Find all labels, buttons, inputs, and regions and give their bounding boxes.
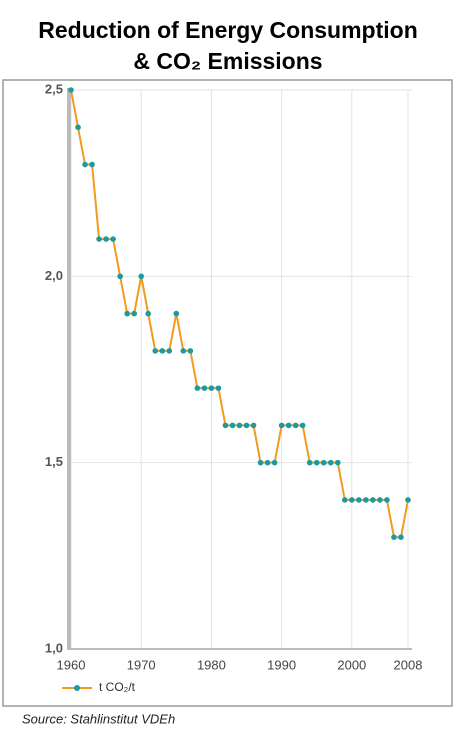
data-point bbox=[166, 348, 173, 354]
data-point bbox=[370, 497, 376, 503]
data-point bbox=[201, 385, 208, 391]
data-line bbox=[70, 89, 409, 539]
x-tick-label: 2000 bbox=[337, 657, 366, 672]
data-point bbox=[131, 310, 137, 317]
chart-title: & CO₂ Emissions bbox=[133, 48, 322, 74]
data-point bbox=[349, 497, 355, 503]
data-point bbox=[208, 385, 215, 391]
data-point bbox=[68, 87, 74, 93]
y-tick-label: 1,0 bbox=[45, 640, 63, 655]
data-point bbox=[285, 422, 292, 429]
data-point bbox=[264, 459, 271, 466]
legend-label: t CO₂/t bbox=[99, 680, 136, 694]
data-point bbox=[243, 422, 250, 429]
data-point bbox=[377, 497, 383, 503]
data-point bbox=[159, 348, 166, 354]
x-tick-label: 1990 bbox=[267, 657, 296, 672]
data-point bbox=[271, 459, 278, 466]
data-point bbox=[334, 459, 341, 466]
source-note: Source: Stahlinstitut VDEh bbox=[22, 711, 175, 726]
data-point bbox=[405, 497, 411, 503]
data-point bbox=[75, 124, 81, 131]
data-point bbox=[342, 497, 348, 503]
data-point bbox=[82, 161, 88, 168]
data-point bbox=[96, 236, 102, 242]
data-point bbox=[180, 348, 187, 354]
chart-frame bbox=[2, 79, 453, 707]
data-point bbox=[313, 459, 320, 466]
data-point bbox=[124, 310, 130, 317]
data-point bbox=[306, 459, 313, 466]
data-point bbox=[384, 497, 390, 503]
data-point bbox=[110, 236, 116, 242]
data-point bbox=[152, 348, 159, 354]
data-point bbox=[320, 459, 327, 466]
data-point bbox=[327, 459, 334, 466]
data-point bbox=[398, 534, 404, 540]
data-point bbox=[250, 422, 257, 429]
y-tick-label: 2,5 bbox=[45, 81, 63, 96]
x-tick-label: 1970 bbox=[127, 657, 156, 672]
data-point bbox=[229, 422, 236, 429]
data-point bbox=[299, 422, 306, 429]
data-point bbox=[356, 497, 362, 503]
data-point bbox=[363, 497, 369, 503]
data-point bbox=[236, 422, 243, 429]
legend-marker bbox=[74, 685, 80, 691]
data-point bbox=[194, 385, 201, 391]
data-point bbox=[138, 273, 145, 280]
data-point bbox=[145, 310, 152, 317]
data-point bbox=[89, 161, 95, 168]
chart-title: Reduction of Energy Consumption bbox=[38, 17, 418, 43]
x-tick-label: 1960 bbox=[57, 657, 86, 672]
data-point bbox=[103, 236, 109, 242]
y-tick-label: 2,0 bbox=[45, 268, 63, 283]
data-point bbox=[222, 422, 229, 429]
data-point bbox=[257, 459, 264, 466]
data-point bbox=[292, 422, 299, 429]
data-point bbox=[173, 310, 180, 317]
data-point bbox=[215, 385, 222, 391]
data-point bbox=[187, 348, 194, 354]
y-tick-label: 1,5 bbox=[45, 454, 63, 469]
x-tick-label: 1980 bbox=[197, 657, 226, 672]
data-point bbox=[278, 422, 285, 429]
x-tick-label: 2008 bbox=[394, 657, 423, 672]
data-point bbox=[117, 273, 123, 280]
data-point bbox=[391, 534, 397, 540]
